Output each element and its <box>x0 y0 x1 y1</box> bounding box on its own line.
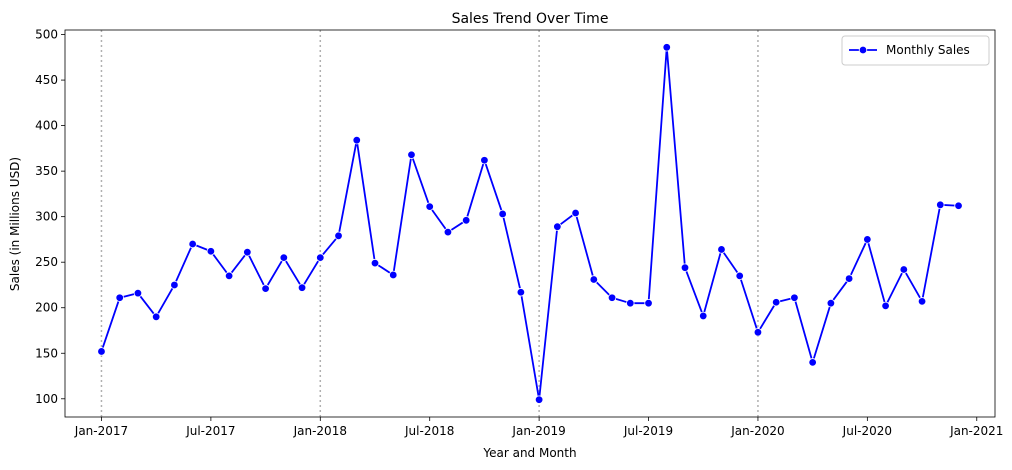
legend-label-monthly-sales: Monthly Sales <box>886 43 970 57</box>
data-point-2018-02 <box>334 231 343 240</box>
data-point-2019-07 <box>644 298 653 308</box>
x-tick-label: Jul-2018 <box>404 424 454 438</box>
vertical-reference-lines <box>100 30 759 417</box>
data-point-2017-09 <box>243 247 252 257</box>
y-tick-label: 350 <box>35 164 58 178</box>
data-point-2020-05 <box>826 298 836 308</box>
y-tick-label: 200 <box>35 301 58 315</box>
data-point-2018-03 <box>352 135 361 145</box>
data-point-2020-01 <box>753 328 763 337</box>
series-line-monthly-sales <box>100 46 959 401</box>
data-point-2020-11 <box>936 200 945 210</box>
data-point-2020-03 <box>790 293 799 302</box>
x-tick-label: Jul-2019 <box>623 424 673 438</box>
data-point-2017-10 <box>261 284 270 293</box>
data-point-2019-05 <box>607 293 617 302</box>
data-point-2019-01 <box>534 395 544 404</box>
data-point-2020-07 <box>863 235 872 244</box>
data-point-2017-03 <box>133 288 143 298</box>
data-point-2018-04 <box>370 258 380 268</box>
x-tick-label: Jan-2021 <box>949 424 1003 438</box>
data-point-2020-08 <box>881 301 890 311</box>
data-point-2017-12 <box>297 283 307 292</box>
data-point-2018-06 <box>407 150 416 159</box>
y-axis-label: Sales (in Millions USD) <box>8 157 22 291</box>
series-layer <box>97 43 963 404</box>
y-tick-label: 450 <box>35 73 58 87</box>
y-axis: 100 150 200 250 300 350 400 450 500 <box>35 28 65 406</box>
y-tick-label: 250 <box>35 255 58 269</box>
data-point-2018-09 <box>461 216 471 225</box>
data-point-2019-06 <box>626 298 635 308</box>
data-point-2020-02 <box>771 298 781 307</box>
data-point-2019-08 <box>662 43 671 52</box>
data-point-2020-06 <box>844 274 854 283</box>
y-tick-label: 150 <box>35 346 58 360</box>
x-tick-label: Jan-2017 <box>74 424 128 438</box>
data-point-2020-09 <box>899 265 909 274</box>
data-point-2018-07 <box>425 202 434 211</box>
data-point-2019-02 <box>553 222 562 231</box>
data-point-2019-10 <box>699 311 708 321</box>
legend-box <box>841 35 990 66</box>
data-point-2017-11 <box>279 253 289 262</box>
data-point-2017-05 <box>170 280 179 290</box>
y-tick-label: 400 <box>35 119 58 133</box>
legend-marker-swatch <box>858 45 868 55</box>
data-point-2018-11 <box>498 209 507 219</box>
data-point-2019-12 <box>735 271 744 281</box>
data-point-2019-03 <box>571 208 580 218</box>
x-tick-label: Jul-2020 <box>842 424 892 438</box>
y-tick-label: 100 <box>35 392 58 406</box>
data-point-2017-04 <box>151 312 161 322</box>
data-point-2017-02 <box>115 293 124 302</box>
x-tick-label: Jul-2017 <box>185 424 235 438</box>
data-point-2020-10 <box>917 297 927 306</box>
x-tick-label: Jan-2019 <box>511 424 565 438</box>
data-point-2019-09 <box>680 263 690 272</box>
chart-title: Sales Trend Over Time <box>452 11 609 27</box>
plot-frame <box>64 29 996 418</box>
data-point-2017-01 <box>97 347 106 356</box>
data-point-2019-11 <box>717 245 726 254</box>
data-point-2020-12 <box>954 201 963 210</box>
y-tick-label: 300 <box>35 210 58 224</box>
data-point-2018-10 <box>480 156 489 165</box>
x-tick-label: Jan-2020 <box>730 424 784 438</box>
data-point-2020-04 <box>808 358 817 367</box>
x-tick-label: Jan-2018 <box>293 424 347 438</box>
data-point-2017-07 <box>206 247 216 256</box>
y-tick-label: 500 <box>35 28 58 42</box>
data-point-2019-04 <box>589 275 599 284</box>
data-point-2018-01 <box>316 253 325 262</box>
data-point-2018-12 <box>516 288 526 297</box>
legend: Monthly Sales <box>841 35 990 66</box>
x-axis: Jan-2017 Jul-2017 Jan-2018 Jul-2018 Jan-2019… <box>74 417 1003 438</box>
data-point-2018-08 <box>443 227 453 237</box>
x-axis-label: Year and Month <box>482 446 576 460</box>
data-point-2017-08 <box>224 271 234 281</box>
data-point-2018-05 <box>389 270 398 280</box>
data-point-2017-06 <box>188 239 197 249</box>
